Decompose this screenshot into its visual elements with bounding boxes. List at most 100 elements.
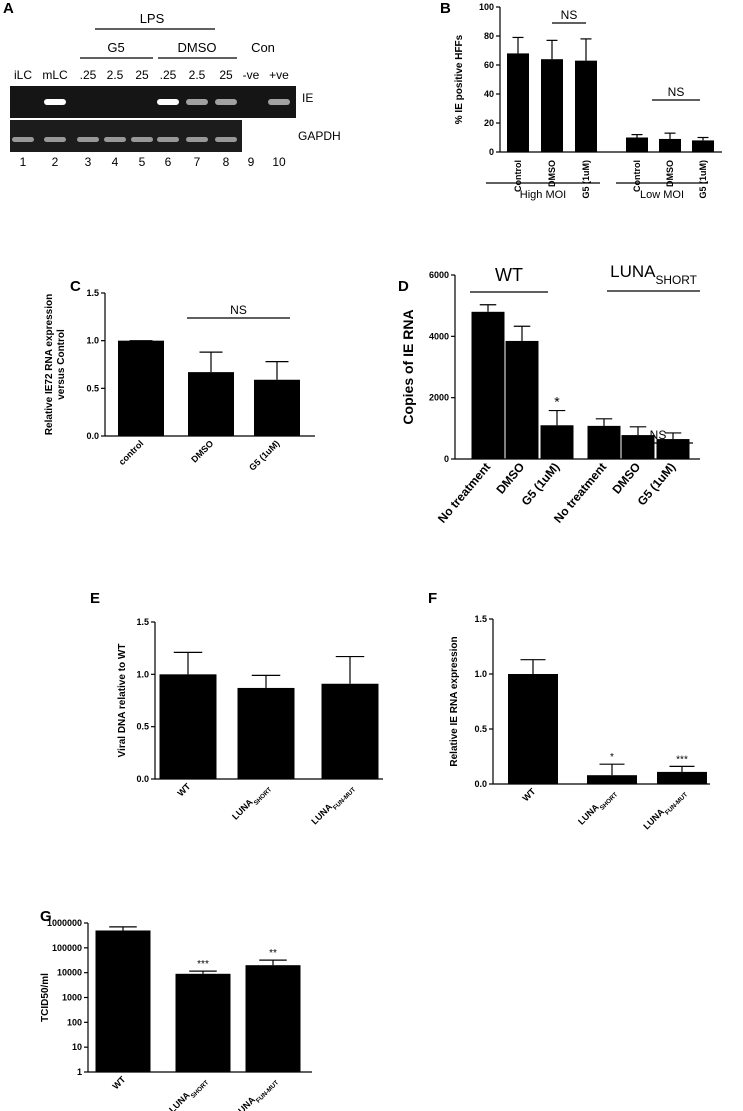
y-axis-label: % IE positive HFFs	[454, 34, 465, 124]
y-tick-label: 20	[484, 118, 494, 128]
annotation: NS	[561, 8, 578, 22]
x-tick-label: WT	[175, 781, 192, 798]
gel-image	[10, 120, 242, 152]
x-tick-label-sub: SHORT	[189, 1079, 210, 1100]
lane-label: .25	[80, 68, 97, 82]
x-tick-label-sub: SHORT	[252, 786, 273, 807]
bar	[621, 435, 655, 459]
lane-number: 10	[272, 155, 286, 169]
lane-label: 2.5	[189, 68, 206, 82]
band	[157, 99, 179, 105]
lane-label: iLC	[14, 68, 32, 82]
x-tick-label: LUNASHORT	[230, 781, 273, 824]
group-label: High MOI	[520, 189, 566, 201]
lane-number: 8	[223, 155, 230, 169]
x-tick-label: LUNAFUN-MUT	[641, 786, 689, 834]
x-tick-label: Control	[632, 160, 642, 192]
y-tick-label: 40	[484, 89, 494, 99]
y-tick-label: 0.0	[136, 774, 149, 784]
band	[215, 99, 237, 105]
x-tick-label-base: LUNA	[576, 802, 601, 827]
x-tick-label: LUNAFUN-MUT	[309, 781, 357, 829]
bar	[692, 140, 714, 152]
lane-number: 9	[248, 155, 255, 169]
band	[104, 137, 126, 142]
lane-number: 5	[139, 155, 146, 169]
panel-letter: C	[70, 278, 81, 295]
x-tick-label: LUNASHORT	[167, 1074, 210, 1111]
band	[12, 137, 34, 142]
group-label-sub: SHORT	[655, 273, 696, 287]
lane-number: 7	[194, 155, 201, 169]
panel-letter: B	[440, 0, 451, 17]
x-tick-label: G5 (1uM)	[247, 438, 281, 472]
x-tick-label-base: LUNA	[167, 1090, 192, 1111]
group-label: G5	[107, 40, 124, 55]
y-tick-label: 0.5	[86, 383, 99, 393]
y-axis-label: TCID50/ml	[40, 973, 51, 1022]
lane-number: 6	[165, 155, 172, 169]
bar	[540, 425, 574, 459]
lane-label: -ve	[243, 68, 260, 82]
y-axis-label: Relative IE72 RNA expression	[44, 294, 55, 435]
lane-label: mLC	[42, 68, 68, 82]
lane-label: 25	[219, 68, 233, 82]
group-label-base: LUNA	[610, 262, 656, 281]
y-tick-label: 1	[77, 1067, 82, 1077]
x-tick-label-base: LUNA	[641, 806, 666, 831]
y-tick-label: 0	[489, 147, 494, 157]
x-tick-label: G5 (1uM)	[581, 160, 591, 199]
lane-number: 4	[112, 155, 119, 169]
annotation: NS	[230, 303, 247, 317]
x-tick-label: DMSO	[189, 438, 215, 464]
y-axis-label: Viral DNA relative to WT	[117, 644, 128, 758]
x-tick-label: DMSO	[609, 460, 643, 497]
band	[131, 137, 153, 142]
y-axis-label: Relative IE RNA expression	[449, 636, 460, 766]
bar	[245, 965, 301, 1072]
x-tick-label: DMSO	[493, 460, 527, 497]
y-tick-label: 1.0	[474, 669, 487, 679]
x-tick-label: Control	[513, 160, 523, 192]
x-tick-label: DMSO	[547, 160, 557, 187]
bar	[657, 771, 707, 784]
y-tick-label: 80	[484, 31, 494, 41]
lane-number: 2	[52, 155, 59, 169]
bar	[471, 311, 505, 459]
significance-label: ***	[676, 754, 688, 765]
bar	[95, 930, 151, 1072]
significance-label: *	[554, 394, 560, 410]
x-tick-label: control	[117, 438, 146, 467]
band	[77, 137, 99, 142]
y-tick-label: 1000000	[47, 918, 82, 928]
x-tick-label: DMSO	[665, 160, 675, 187]
annotation: NS	[668, 85, 685, 99]
y-axis-label: Copies of IE RNA	[400, 309, 416, 424]
band	[157, 137, 179, 142]
group-label: DMSO	[178, 40, 217, 55]
y-tick-label: 100000	[52, 943, 82, 953]
bar	[175, 973, 231, 1072]
y-tick-label: 0.0	[86, 431, 99, 441]
gene-label: GAPDH	[298, 129, 341, 143]
group-label: Low MOI	[640, 189, 684, 201]
bar	[237, 687, 295, 779]
bar	[541, 59, 563, 153]
y-axis-label: versus Control	[56, 329, 67, 400]
band	[215, 137, 237, 142]
bar	[118, 340, 164, 436]
x-tick-label: WT	[520, 786, 537, 803]
lane-label: 2.5	[107, 68, 124, 82]
bar	[188, 372, 234, 436]
y-tick-label: 0.5	[136, 722, 149, 732]
y-tick-label: 60	[484, 60, 494, 70]
x-tick-label-sub: FUN-MUT	[664, 791, 689, 816]
y-tick-label: 1.0	[136, 669, 149, 679]
x-tick-label-sub: FUN-MUT	[332, 786, 357, 811]
panel-letter: F	[428, 590, 437, 607]
x-tick-label: G5 (1uM)	[698, 160, 708, 199]
x-tick-label-base: LUNA	[232, 1094, 257, 1111]
y-tick-label: 0	[444, 454, 449, 464]
y-tick-label: 10000	[57, 968, 82, 978]
